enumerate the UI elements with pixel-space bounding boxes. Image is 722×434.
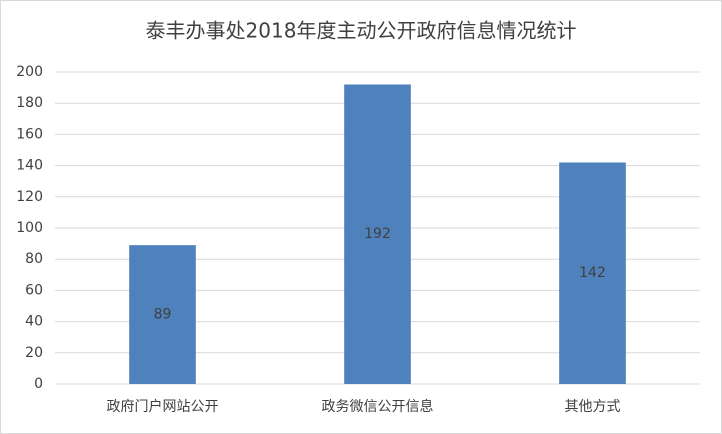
x-tick-label: 其他方式 — [565, 399, 621, 415]
y-tick-label: 100 — [16, 220, 43, 236]
x-tick-label: 政府门户网站公开 — [107, 398, 219, 415]
y-tick-label: 200 — [16, 64, 43, 80]
y-tick-label: 160 — [16, 126, 43, 142]
bar — [559, 162, 626, 384]
y-tick-label: 140 — [16, 158, 43, 174]
data-label: 192 — [364, 226, 391, 242]
y-tick-label: 0 — [34, 376, 43, 392]
y-tick-label: 60 — [25, 282, 43, 298]
chart-title: 泰丰办事处2018年度主动公开政府信息情况统计 — [146, 19, 577, 43]
x-tick-label: 政务微信公开信息 — [322, 398, 434, 415]
data-label: 89 — [154, 307, 172, 323]
bar — [344, 84, 411, 384]
data-label: 142 — [579, 265, 606, 281]
bar — [129, 245, 196, 384]
y-tick-label: 180 — [16, 95, 43, 111]
y-tick-label: 80 — [25, 251, 43, 267]
y-tick-label: 120 — [16, 189, 43, 205]
y-tick-label: 40 — [25, 314, 43, 330]
y-tick-label: 20 — [25, 345, 43, 361]
